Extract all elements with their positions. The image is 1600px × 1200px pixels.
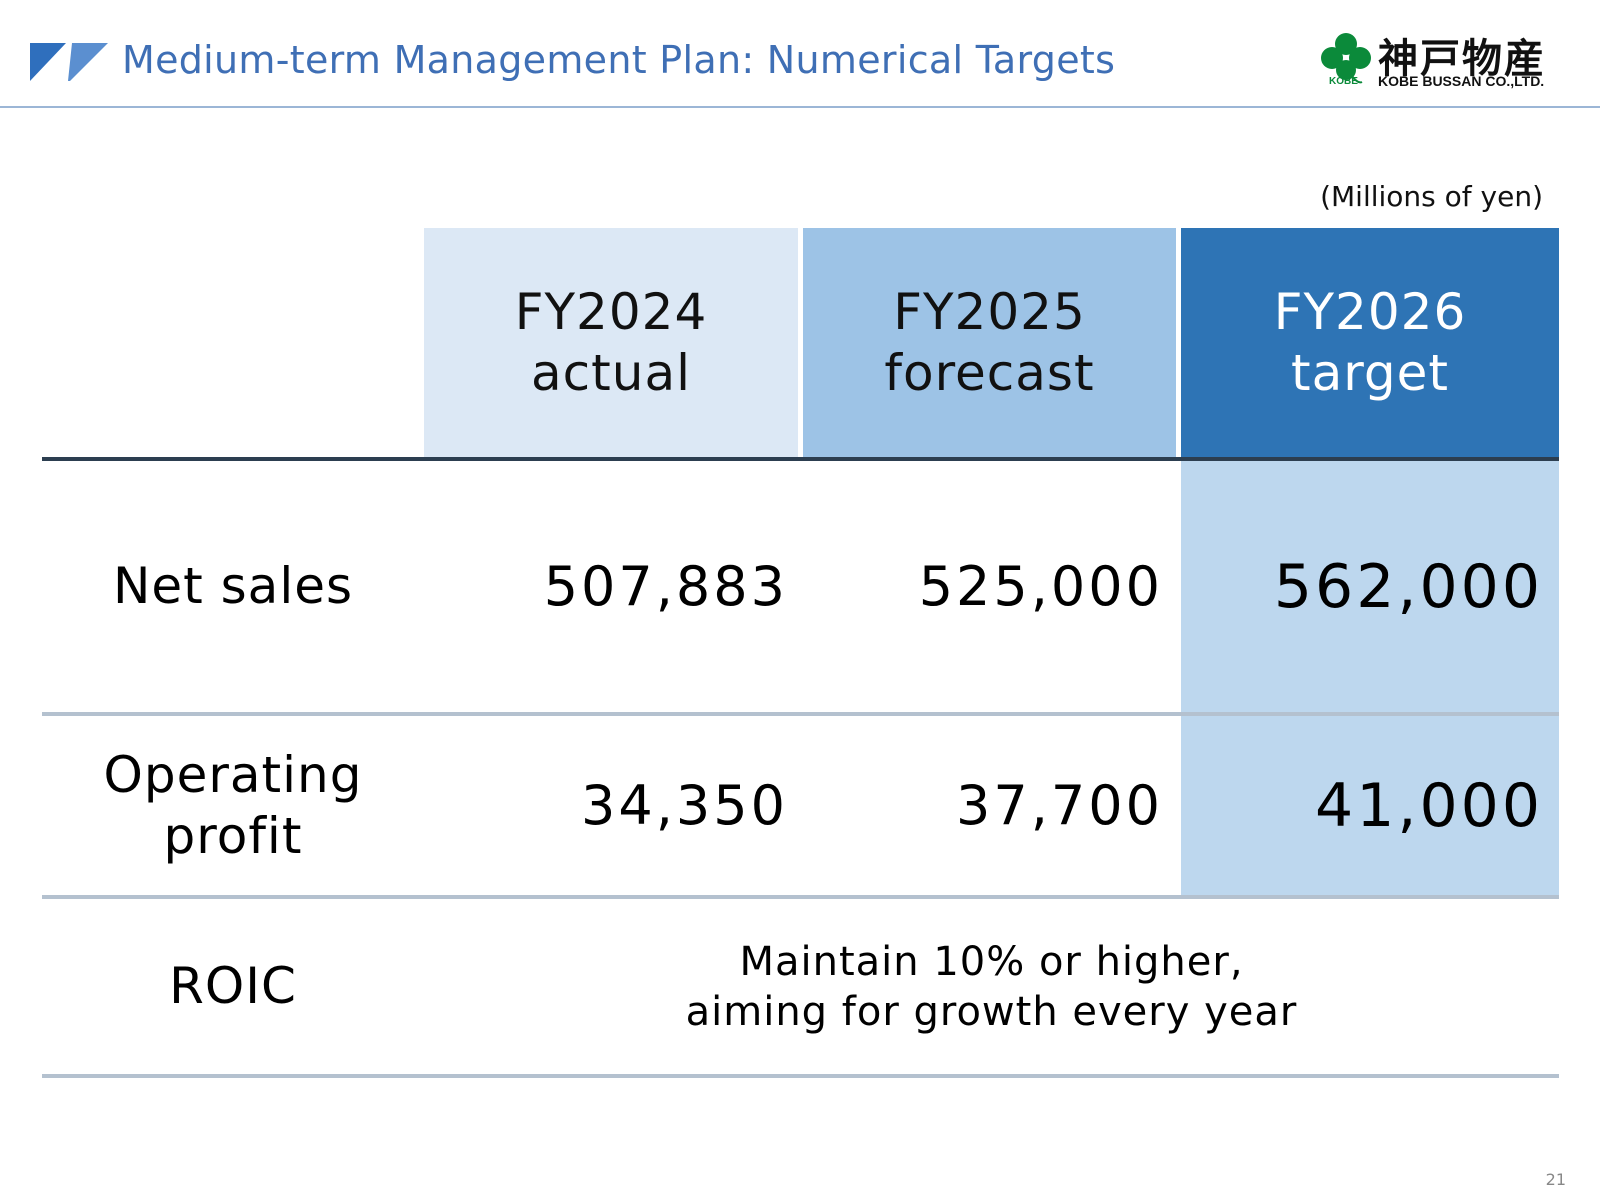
operating-profit-fy2025: 37,700 — [956, 774, 1163, 837]
net-sales-fy2026: 562,000 — [1273, 551, 1543, 622]
clover-icon — [1321, 33, 1371, 84]
header-divider — [0, 106, 1600, 108]
row-divider — [42, 895, 1559, 899]
row-label-operating-profit: Operating profit — [42, 716, 424, 895]
column-header-year: FY2025 — [893, 283, 1086, 341]
row-divider — [42, 1074, 1559, 1078]
net-sales-fy2024: 507,883 — [543, 555, 788, 618]
roic-note-line: aiming for growth every year — [685, 988, 1298, 1035]
column-header-type: forecast — [884, 344, 1095, 402]
operating-profit-fy2026: 41,000 — [1315, 770, 1543, 841]
page-title: Medium-term Management Plan: Numerical T… — [122, 38, 1116, 82]
column-header-year: FY2026 — [1273, 283, 1467, 341]
column-header-fy2025: FY2025 forecast — [803, 228, 1176, 458]
column-header-year: FY2024 — [514, 283, 708, 341]
roic-target-note: Maintain 10% or higher, aiming for growt… — [424, 899, 1559, 1074]
logo-english-name: KOBE BUSSAN CO.,LTD. — [1378, 73, 1545, 89]
column-header-type: actual — [531, 344, 691, 402]
row-label-line: Operating — [103, 745, 363, 804]
row-divider — [42, 712, 1559, 716]
roic-note-line: Maintain 10% or higher, — [739, 938, 1244, 985]
title-chevron-icon — [30, 43, 108, 81]
target-column-highlight — [1181, 460, 1559, 897]
net-sales-fy2025: 525,000 — [918, 555, 1163, 618]
units-label: (Millions of yen) — [1320, 180, 1543, 213]
operating-profit-fy2024: 34,350 — [581, 774, 788, 837]
row-label-roic: ROIC — [169, 957, 297, 1015]
company-logo: KOBE 神戸物産 KOBE BUSSAN CO.,LTD. — [1318, 30, 1568, 92]
logo-badge-text: KOBE — [1329, 76, 1358, 87]
row-label-net-sales: Net sales — [112, 557, 354, 615]
header-row-divider — [42, 457, 1559, 461]
column-header-fy2026: FY2026 target — [1181, 228, 1559, 458]
column-header-fy2024: FY2024 actual — [424, 228, 798, 458]
column-header-type: target — [1290, 344, 1450, 402]
logo-japanese-name: 神戸物産 — [1378, 36, 1546, 82]
page-number: 21 — [1545, 1170, 1566, 1189]
row-label-line: profit — [163, 806, 303, 865]
